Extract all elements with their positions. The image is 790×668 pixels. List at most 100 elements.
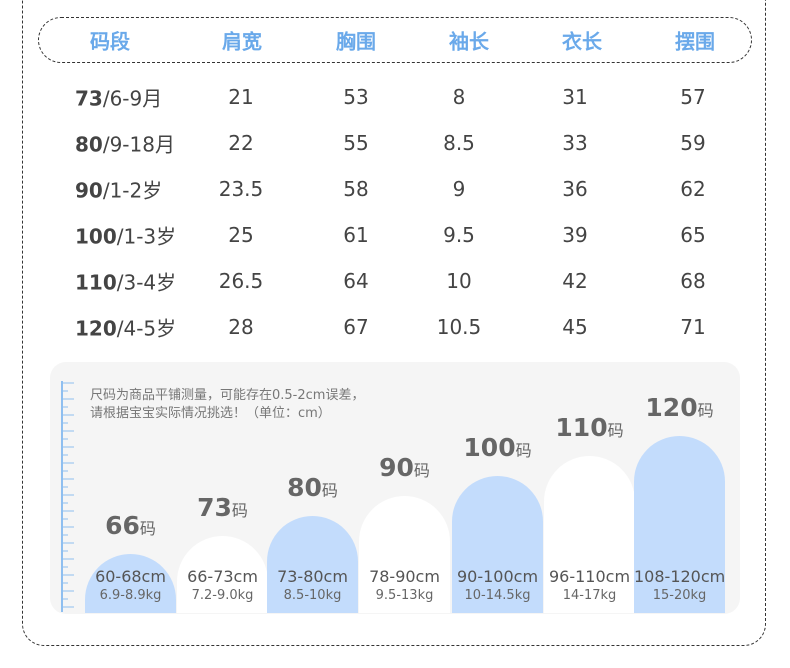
arch-size-label: 90码 [379,453,430,482]
arch-size-unit: 码 [231,501,248,520]
table-cell: 71 [680,315,706,339]
table-cell: 10.5 [436,315,482,339]
table-cell: 10 [446,269,472,293]
table-cell: 22 [228,131,254,155]
arch-height-range: 90-100cm [456,567,539,586]
arch-height-range: 96-110cm [548,567,631,586]
table-cell: 57 [680,85,706,109]
header-cell: 衣长 [562,29,602,54]
arch-size-number: 80 [287,473,322,502]
row-size-number: 90 [75,178,103,203]
arch-size-number: 110 [555,413,608,442]
header-cell: 胸围 [336,29,376,54]
table-cell: 31 [562,85,588,109]
row-age-range: /4-5岁 [116,316,177,341]
table-cell: 62 [680,177,706,201]
arch-height-range: 60-68cm [95,567,166,586]
header-cell: 摆围 [675,29,715,54]
arch-height-range: 66-73cm [187,567,258,586]
row-age-range: /1-2岁 [102,178,163,203]
size-arch: 78-90cm 9.5-13kg [359,496,450,613]
table-cell: 58 [343,177,369,201]
table-cell: 28 [228,315,254,339]
table-cell: 45 [562,315,588,339]
arch-size-unit: 码 [697,401,714,420]
table-cell: 59 [680,131,706,155]
arch-size-label: 73码 [197,493,248,522]
arch-size-number: 100 [463,433,516,462]
table-cell: 25 [228,223,254,247]
outer-dashed-frame [22,0,766,646]
row-size-label: 110/3-4岁 [75,267,176,296]
note-line-1: 尺码为商品平铺测量，可能存在0.5-2cm误差， [90,388,365,403]
table-cell: 55 [343,131,369,155]
table-cell: 33 [562,131,588,155]
table-cell: 26.5 [218,269,264,293]
arch-weight-range: 8.5-10kg [283,588,342,603]
table-cell: 36 [562,177,588,201]
arch-size-label: 80码 [287,473,338,502]
arch-size-label: 120码 [645,393,713,422]
table-cell: 8.5 [443,131,475,155]
row-size-label: 80/9-18月 [75,129,175,158]
table-cell: 23.5 [218,177,264,201]
arch-weight-range: 6.9-8.9kg [99,588,162,603]
size-arch: 108-120cm 15-20kg [634,436,725,613]
arch-height-range: 78-90cm [369,567,440,586]
arch-weight-range: 7.2-9.0kg [191,588,254,603]
arch-weight-range: 15-20kg [652,588,707,603]
row-age-range: /3-4岁 [116,270,177,295]
header-cell: 袖长 [449,29,489,54]
row-age-range: /1-3岁 [116,224,177,249]
row-size-label: 120/4-5岁 [75,313,176,342]
arch-weight-range: 10-14.5kg [464,588,531,603]
row-size-label: 73/6-9月 [75,83,162,112]
arch-size-number: 90 [379,453,414,482]
arch-size-unit: 码 [607,421,624,440]
table-cell: 64 [343,269,369,293]
header-cell: 肩宽 [222,29,262,54]
row-size-number: 120 [75,316,117,341]
size-arch: 66-73cm 7.2-9.0kg [177,536,268,613]
arch-size-unit: 码 [515,441,532,460]
arch-size-label: 66码 [105,511,156,540]
arch-size-unit: 码 [139,519,156,538]
row-size-number: 80 [75,132,103,157]
table-cell: 67 [343,315,369,339]
table-cell: 65 [680,223,706,247]
note-line-2: 请根据宝宝实际情况挑选！（单位：cm） [90,406,331,421]
row-age-range: /6-9月 [102,86,163,111]
arch-weight-range: 14-17kg [562,588,617,603]
table-cell: 53 [343,85,369,109]
arch-size-number: 120 [645,393,698,422]
table-cell: 42 [562,269,588,293]
arch-weight-range: 9.5-13kg [375,588,434,603]
table-cell: 61 [343,223,369,247]
table-cell: 9 [452,177,466,201]
row-size-label: 100/1-3岁 [75,221,176,250]
row-size-number: 73 [75,86,103,111]
arch-size-unit: 码 [413,461,430,480]
row-size-number: 110 [75,270,117,295]
ruler-scale [61,381,74,612]
table-cell: 39 [562,223,588,247]
row-age-range: /9-18月 [102,132,175,157]
size-arch: 90-100cm 10-14.5kg [452,476,543,613]
table-cell: 9.5 [443,223,475,247]
arch-size-unit: 码 [321,481,338,500]
row-size-label: 90/1-2岁 [75,175,162,204]
table-cell: 68 [680,269,706,293]
arch-height-range: 108-120cm [634,567,726,586]
header-pill [38,17,752,63]
arch-height-range: 73-80cm [277,567,348,586]
row-size-number: 100 [75,224,117,249]
table-cell: 8 [452,85,466,109]
size-arch: 73-80cm 8.5-10kg [267,516,358,613]
arch-size-label: 110码 [555,413,623,442]
table-cell: 21 [228,85,254,109]
arch-size-number: 73 [197,493,232,522]
arch-size-label: 100码 [463,433,531,462]
header-cell: 码段 [90,29,130,54]
size-arch: 96-110cm 14-17kg [544,456,635,613]
arch-size-number: 66 [105,511,140,540]
